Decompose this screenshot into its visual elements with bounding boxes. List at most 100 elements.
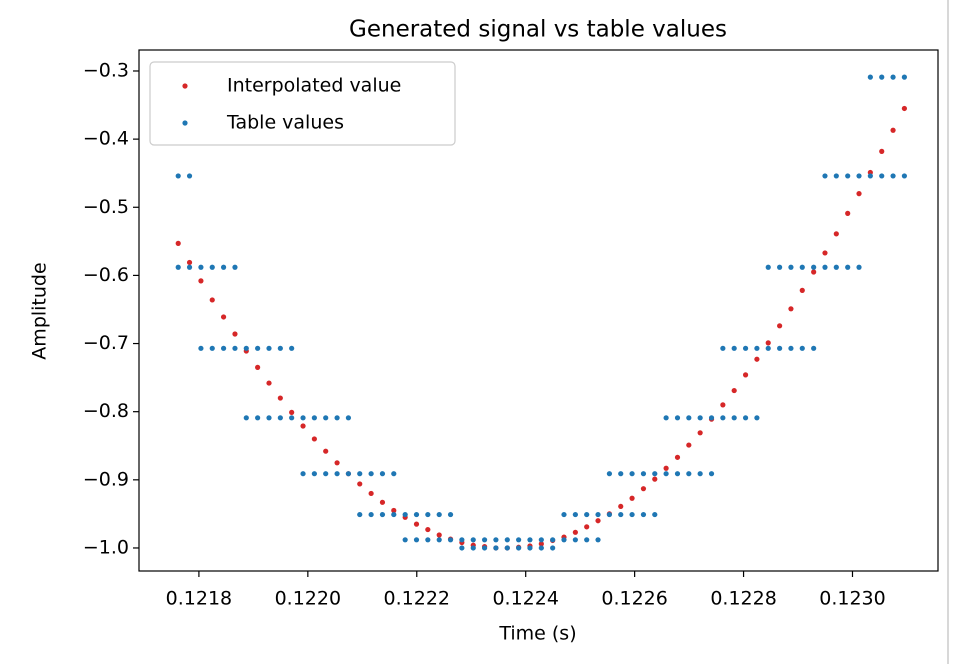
data-point: [584, 524, 590, 530]
data-point: [323, 415, 329, 421]
data-point: [391, 507, 397, 514]
data-point: [618, 511, 624, 518]
data-point: [572, 511, 578, 518]
data-point: [867, 173, 873, 179]
data-point: [720, 415, 726, 421]
data-point: [413, 521, 420, 527]
data-point: [890, 173, 896, 179]
y-tick-label: −0.6: [83, 264, 129, 286]
data-point: [833, 231, 839, 237]
y-tick-label: −0.8: [83, 400, 129, 422]
data-point: [289, 409, 295, 415]
data-point: [890, 127, 896, 133]
data-point: [742, 415, 749, 421]
data-point: [686, 471, 692, 477]
x-tick-label: 0.1218: [166, 588, 232, 610]
x-tick-label: 0.1226: [601, 588, 667, 610]
data-point: [640, 471, 647, 477]
data-point: [606, 511, 613, 518]
data-point: [368, 471, 374, 477]
data-point: [822, 264, 828, 270]
data-point: [663, 465, 669, 471]
data-point: [289, 415, 295, 421]
data-point: [845, 173, 851, 179]
data-point: [481, 537, 488, 543]
data-point: [845, 264, 851, 270]
data-point: [595, 518, 601, 524]
data-point: [300, 471, 306, 477]
data-point: [618, 503, 624, 510]
data-point: [822, 173, 828, 179]
legend-marker: [182, 83, 188, 89]
data-point: [618, 471, 624, 477]
data-point: [663, 471, 669, 477]
data-point: [447, 537, 454, 543]
data-point: [300, 423, 306, 429]
data-point: [754, 356, 760, 362]
data-point: [833, 173, 839, 179]
data-point: [186, 259, 193, 266]
data-point: [742, 345, 749, 351]
y-tick-label: −0.9: [83, 468, 129, 490]
data-point: [720, 345, 726, 351]
data-point: [708, 471, 715, 477]
data-point: [856, 264, 862, 270]
data-point: [606, 471, 613, 477]
data-point: [788, 306, 794, 312]
data-point: [777, 345, 783, 351]
data-point: [674, 454, 681, 460]
data-point: [493, 545, 499, 551]
data-point: [777, 264, 783, 270]
data-point: [742, 372, 749, 378]
data-point: [379, 499, 386, 505]
x-tick-label: 0.1222: [384, 588, 450, 610]
legend-label: Interpolated value: [227, 75, 401, 97]
data-point: [765, 340, 771, 346]
data-point: [629, 495, 635, 501]
data-point: [686, 442, 692, 448]
data-point: [731, 345, 737, 351]
data-point: [504, 537, 510, 543]
data-point: [255, 364, 261, 370]
data-point: [402, 511, 408, 518]
data-point: [901, 173, 907, 179]
data-point: [470, 545, 476, 551]
data-point: [754, 345, 760, 351]
x-axis-label: Time (s): [498, 623, 576, 645]
data-point: [425, 511, 431, 518]
legend-marker: [182, 120, 188, 126]
data-point: [198, 264, 204, 270]
data-point: [845, 210, 851, 217]
data-point: [833, 264, 839, 270]
data-point: [550, 537, 556, 543]
data-point: [516, 537, 522, 543]
x-tick-label: 0.1220: [275, 588, 341, 610]
data-point: [379, 511, 386, 518]
x-tick-label: 0.1228: [710, 588, 776, 610]
data-point: [799, 264, 805, 270]
data-point: [220, 264, 227, 270]
data-point: [799, 287, 805, 293]
data-point: [799, 345, 805, 351]
data-point: [561, 537, 567, 543]
data-point: [277, 395, 283, 401]
data-point: [470, 537, 476, 543]
x-tick-label: 0.1224: [492, 588, 558, 610]
data-point: [777, 323, 783, 329]
chart-title: Generated signal vs table values: [349, 17, 727, 43]
data-point: [811, 345, 817, 351]
data-point: [561, 511, 567, 518]
data-point: [879, 74, 885, 80]
data-point: [357, 511, 363, 518]
data-point: [527, 537, 533, 543]
data-point: [198, 345, 204, 351]
data-point: [277, 415, 283, 421]
data-point: [425, 526, 431, 533]
y-tick-label: −1.0: [83, 536, 129, 558]
data-point: [232, 345, 238, 351]
data-point: [436, 537, 442, 543]
data-point: [289, 345, 295, 351]
data-point: [640, 486, 647, 492]
data-point: [266, 415, 272, 421]
